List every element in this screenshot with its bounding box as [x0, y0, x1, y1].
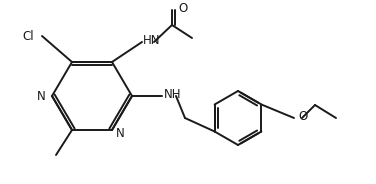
- Text: NH: NH: [164, 89, 182, 102]
- Text: O: O: [298, 111, 307, 123]
- Text: N: N: [37, 89, 46, 102]
- Text: Cl: Cl: [23, 29, 34, 43]
- Text: N: N: [116, 127, 125, 140]
- Text: O: O: [178, 3, 187, 15]
- Text: HN: HN: [143, 33, 161, 47]
